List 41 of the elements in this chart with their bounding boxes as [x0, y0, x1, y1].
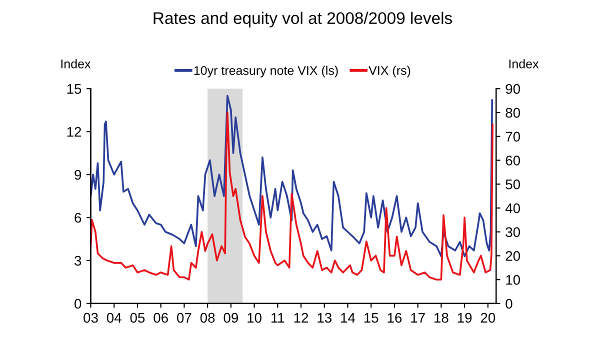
y2-tick-label: 70: [506, 132, 520, 142]
y2-tick-label: 30: [506, 227, 520, 238]
x-tick-label: 07: [177, 312, 192, 323]
y2-tick-label: 80: [506, 108, 520, 118]
y-tick-label: 0: [74, 298, 82, 309]
x-tick-label: 16: [388, 312, 402, 323]
legend-label: 10yr treasury note VIX (ls): [194, 66, 338, 78]
x-tick-label: 20: [480, 312, 496, 323]
x-tick-label: 06: [154, 312, 168, 323]
x-tick-label: 08: [200, 312, 215, 323]
x-tick-label: 04: [106, 312, 122, 323]
y2-tick-label: 90: [506, 84, 520, 94]
x-tick-label: 09: [224, 312, 238, 323]
y-tick-label: 6: [74, 212, 82, 223]
y2-tick-label: 60: [506, 156, 520, 166]
y2-tick-label: 0: [506, 298, 512, 309]
line-series: [90, 94, 494, 258]
x-tick-label: 11: [272, 313, 284, 323]
y2-tick-label: 20: [506, 251, 520, 261]
y-tick-label: 9: [74, 170, 82, 180]
line-series: [90, 112, 494, 281]
y2-tick-label: 40: [505, 203, 520, 214]
x-tick-label: 19: [458, 312, 472, 323]
x-tick-label: 05: [130, 312, 145, 323]
x-tick-label: 13: [318, 312, 332, 323]
y2-axis-title: Index: [509, 59, 539, 68]
y2-tick-label: 50: [506, 179, 520, 190]
chart-title: Rates and equity vol at 2008/2009 levels: [154, 12, 452, 28]
y-axis-title: Index: [61, 59, 91, 68]
x-tick-label: 17: [411, 313, 425, 323]
x-tick-label: 12: [294, 312, 308, 323]
x-tick-label: 18: [434, 312, 448, 323]
y-tick-label: 3: [74, 256, 82, 266]
x-tick-label: 15: [364, 313, 378, 323]
x-tick-label: 03: [84, 312, 98, 323]
x-tick-label: 10: [248, 312, 262, 323]
y2-tick-label: 10: [506, 274, 520, 285]
y-tick-label: 15: [67, 84, 82, 94]
y-tick-label: 12: [67, 126, 82, 137]
x-tick-label: 14: [341, 313, 356, 323]
legend-label: VIX (rs): [368, 66, 410, 78]
